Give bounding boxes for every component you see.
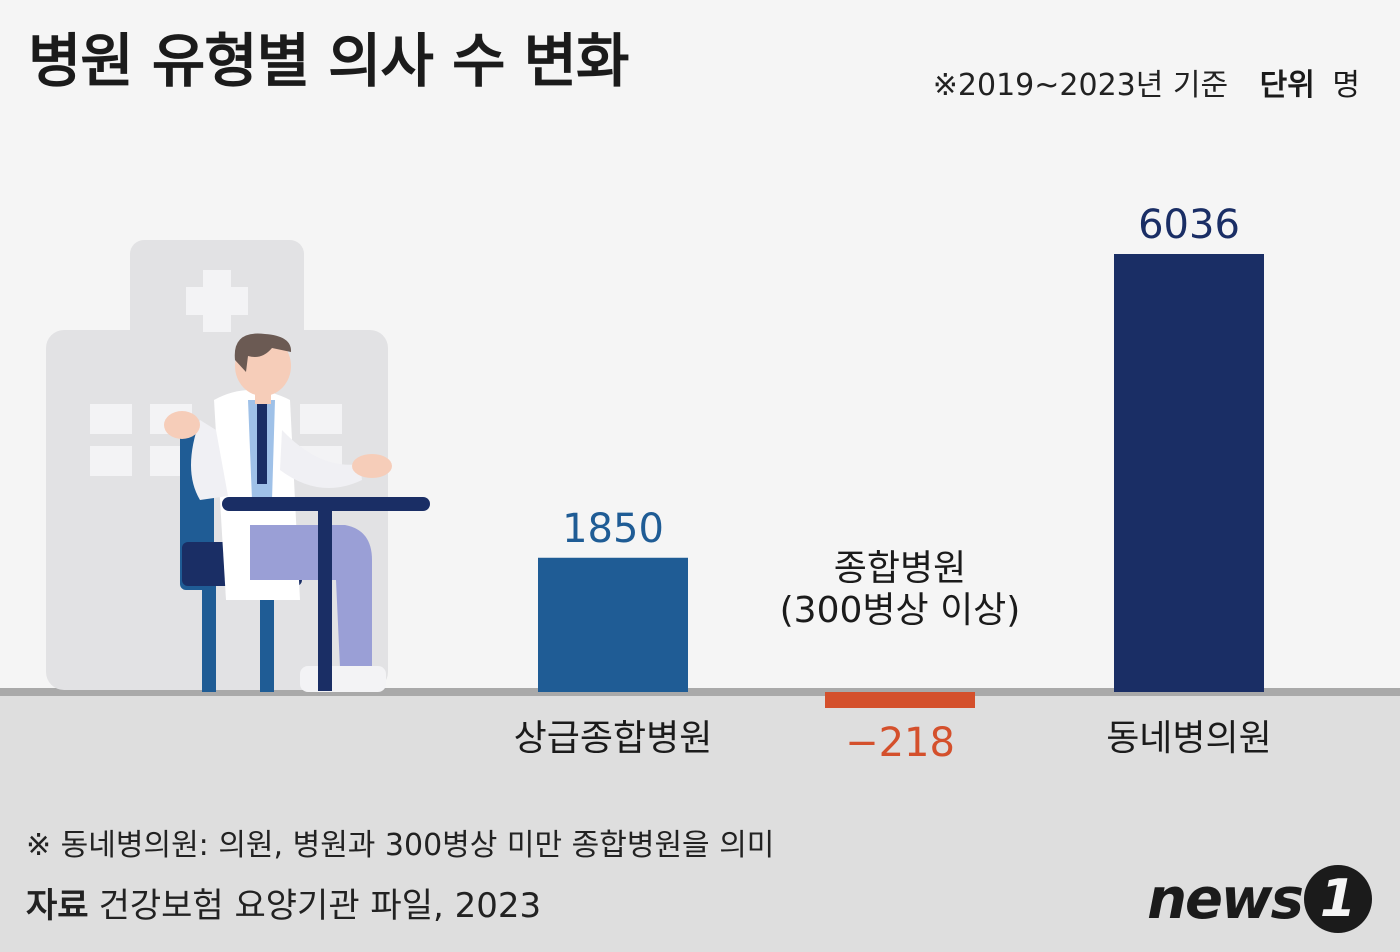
category-label-0: 상급종합병원 — [514, 718, 713, 759]
footnote: ※ 동네병의원: 의원, 병원과 300병상 미만 종합병원을 의미 — [26, 828, 775, 863]
news1-logo: news 1 — [1147, 864, 1372, 934]
bar-2 — [1114, 254, 1264, 692]
category-label-1-line-1: (300병상 이상) — [780, 590, 1021, 631]
page-title: 병원 유형별 의사 수 변화 — [28, 27, 629, 95]
baseline — [0, 688, 1400, 696]
unit-value: 명 — [1332, 68, 1360, 103]
category-labels: 상급종합병원 종합병원(300병상 이상) 동네병의원 — [514, 548, 1272, 759]
doctor-icon — [164, 333, 430, 692]
bar-series — [538, 254, 1264, 708]
bar-1 — [825, 692, 975, 708]
chart-meta: ※2019~2023년 기준 단위 명 — [933, 60, 1360, 104]
category-label-1-line-0: 종합병원 — [834, 548, 966, 589]
hospital-cross-icon — [186, 270, 248, 332]
source-text: 건강보험 요양기관 파일, 2023 — [98, 886, 542, 926]
value-label-0: 1850 — [562, 506, 664, 552]
category-label-2: 동네병의원 — [1106, 718, 1272, 759]
value-label-2: 6036 — [1138, 202, 1240, 248]
logo-text: news — [1147, 866, 1304, 932]
floor-area — [0, 694, 1400, 952]
value-labels: 1850 −218 6036 — [562, 202, 1240, 766]
bar-0 — [538, 557, 688, 692]
value-label-1: −218 — [845, 720, 955, 766]
logo-badge: 1 — [1304, 865, 1372, 933]
unit-label: 단위 — [1259, 68, 1315, 103]
hospital-illustration — [46, 240, 430, 692]
source-line: 자료 건강보험 요양기관 파일, 2023 — [26, 878, 541, 927]
source-label: 자료 — [26, 886, 89, 926]
basis-note: ※2019~2023년 기준 — [932, 68, 1229, 103]
